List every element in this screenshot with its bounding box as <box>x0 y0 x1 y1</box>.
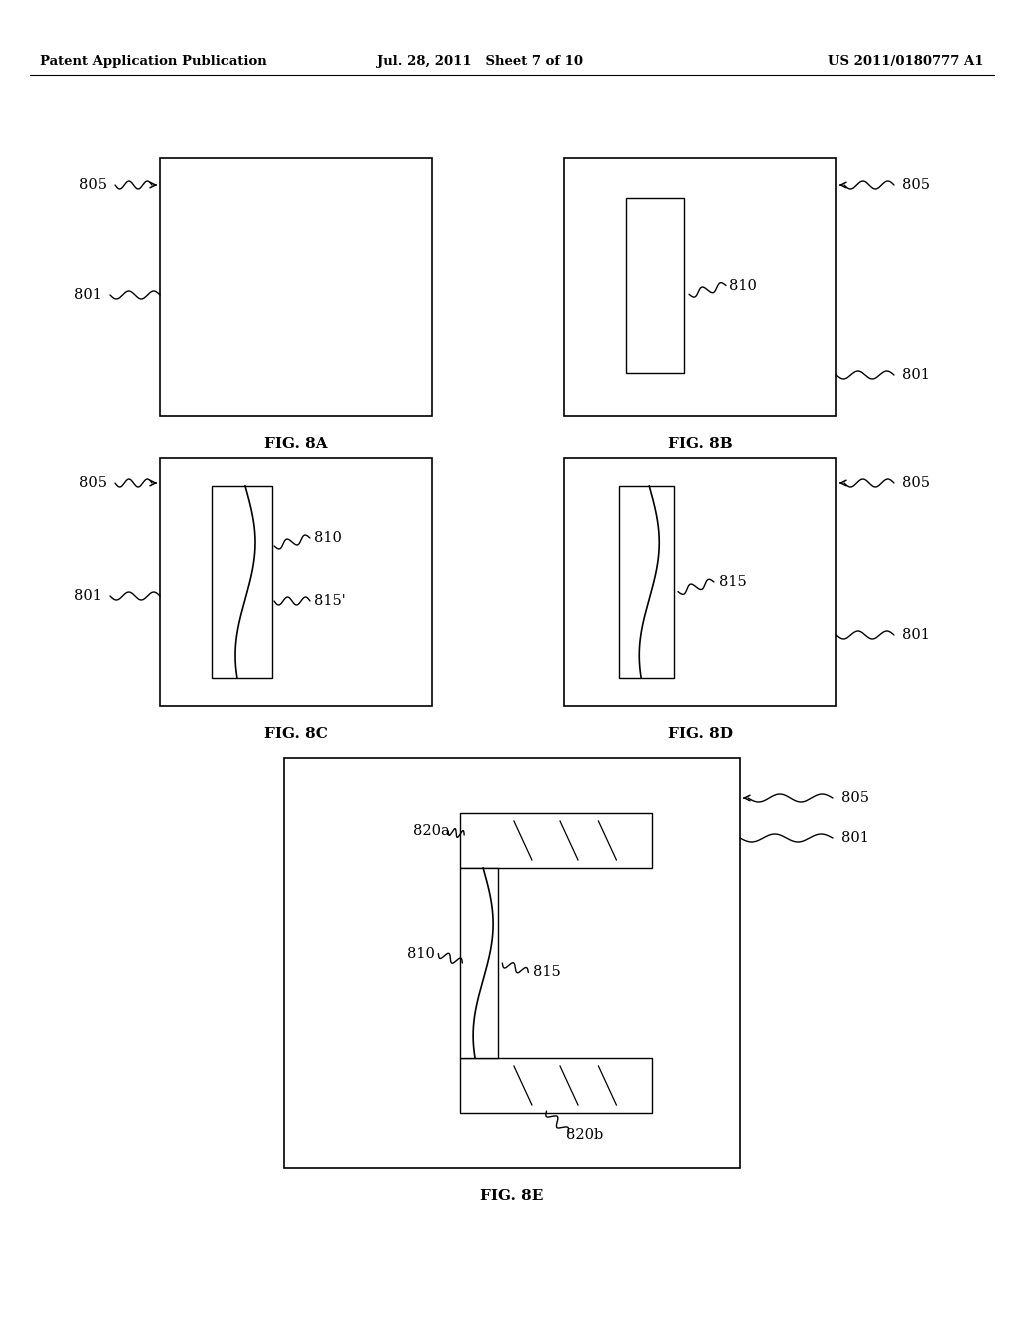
Bar <box>461 869 499 1059</box>
Text: 810: 810 <box>314 531 342 545</box>
Text: 805: 805 <box>79 178 106 191</box>
Bar <box>212 486 272 678</box>
Text: 805: 805 <box>79 477 106 490</box>
Text: 801: 801 <box>902 628 930 642</box>
Text: 801: 801 <box>74 589 102 603</box>
Text: 815: 815 <box>719 576 746 589</box>
Bar <box>460 1059 652 1113</box>
Text: FIG. 8B: FIG. 8B <box>668 437 732 451</box>
Text: FIG. 8E: FIG. 8E <box>480 1189 544 1203</box>
Text: 805: 805 <box>902 477 930 490</box>
Bar <box>626 198 684 374</box>
Bar <box>284 758 740 1168</box>
Text: 815': 815' <box>314 594 346 609</box>
Text: 805: 805 <box>841 791 869 805</box>
Text: FIG. 8D: FIG. 8D <box>668 727 732 741</box>
Text: 820a: 820a <box>414 824 451 838</box>
Text: 801: 801 <box>841 832 869 845</box>
Text: FIG. 8A: FIG. 8A <box>264 437 328 451</box>
Text: 801: 801 <box>74 288 102 302</box>
Bar <box>160 158 432 416</box>
Text: US 2011/0180777 A1: US 2011/0180777 A1 <box>828 55 984 69</box>
Bar <box>160 458 432 706</box>
Text: 801: 801 <box>902 368 930 381</box>
Bar <box>460 813 652 869</box>
Bar <box>564 458 836 706</box>
Text: 810: 810 <box>408 946 435 961</box>
Text: Patent Application Publication: Patent Application Publication <box>40 55 266 69</box>
Text: 815: 815 <box>534 965 561 979</box>
Text: 805: 805 <box>902 178 930 191</box>
Text: FIG. 8C: FIG. 8C <box>264 727 328 741</box>
Bar <box>618 486 674 678</box>
Text: 820b: 820b <box>565 1129 603 1142</box>
Bar <box>564 158 836 416</box>
Text: Jul. 28, 2011   Sheet 7 of 10: Jul. 28, 2011 Sheet 7 of 10 <box>377 55 583 69</box>
Text: 810: 810 <box>729 279 757 293</box>
